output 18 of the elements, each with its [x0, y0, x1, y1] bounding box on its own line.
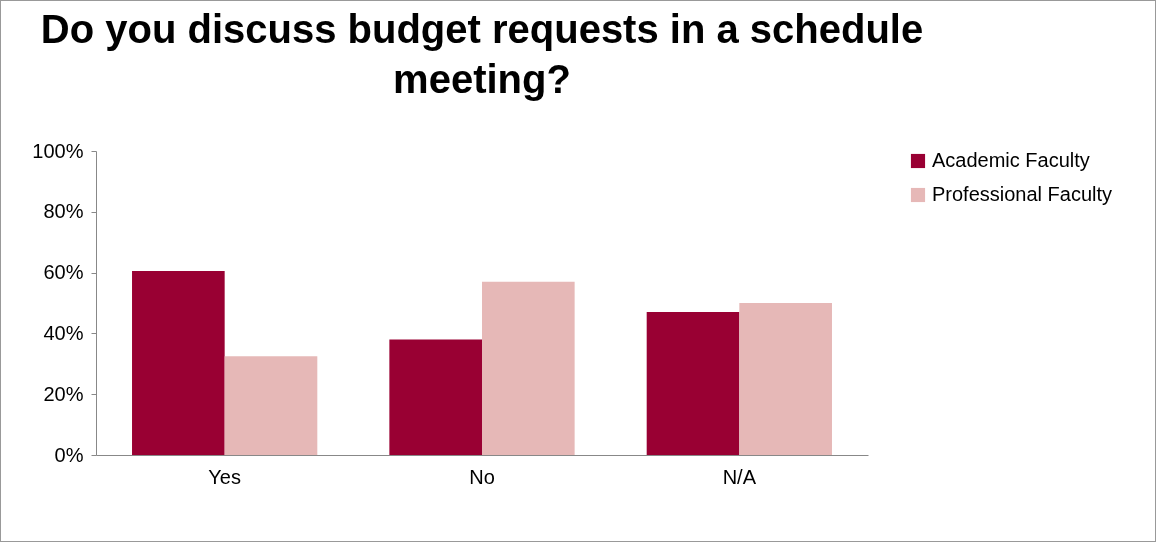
bar	[224, 356, 318, 455]
x-tick-label: Yes	[208, 465, 241, 488]
y-tick-label: 0%	[54, 443, 84, 466]
bar	[389, 339, 482, 455]
bar	[482, 281, 575, 455]
bar	[739, 303, 832, 455]
y-tick-label: 20%	[43, 382, 84, 405]
bar	[646, 312, 740, 455]
y-tick-label: 40%	[43, 321, 84, 344]
x-tick-label: No	[469, 465, 495, 488]
chart-title: Do you discuss budget requests in a schedule meeting?	[40, 7, 924, 101]
legend-label: Professional Faculty	[932, 183, 1113, 205]
bar	[132, 271, 225, 455]
y-tick-label: 60%	[43, 261, 84, 284]
legend-label: Academic Faculty	[932, 149, 1090, 171]
y-tick-label: 80%	[43, 200, 84, 223]
y-tick-label: 100%	[32, 139, 84, 162]
x-tick-label: N/A	[722, 465, 757, 488]
